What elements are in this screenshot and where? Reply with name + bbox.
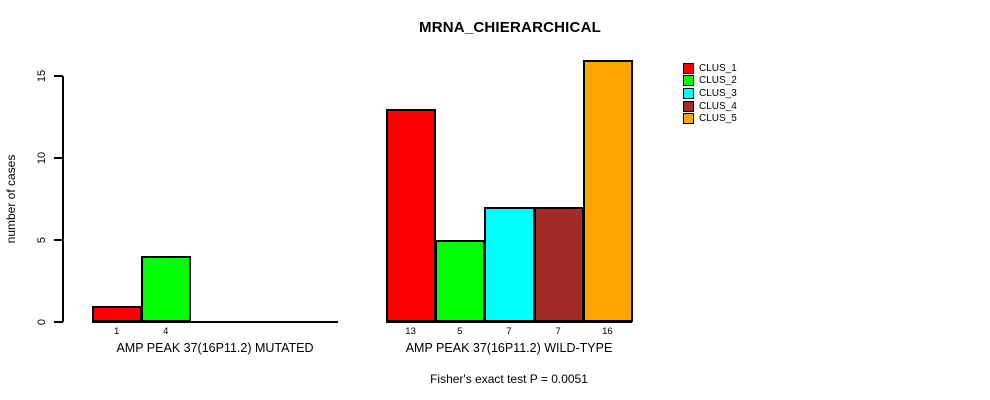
legend-label: CLUS_4 <box>699 100 737 112</box>
bar-value-label: 7 <box>506 326 512 337</box>
y-tick-label: 10 <box>36 151 48 165</box>
bar-clus_1 <box>92 306 143 322</box>
y-tick-mark <box>54 239 63 241</box>
bar-clus_2 <box>141 256 192 322</box>
legend-swatch-clus_3 <box>683 87 694 99</box>
y-axis-title: number of cases <box>4 154 18 244</box>
legend-label: CLUS_3 <box>699 87 737 99</box>
x-axis-baseline <box>386 321 632 323</box>
legend-swatch-clus_5 <box>683 113 694 125</box>
y-tick-label: 0 <box>36 318 48 326</box>
bar-value-label: 13 <box>405 326 416 337</box>
legend-swatch-clus_2 <box>683 75 694 87</box>
legend-item-clus_5: CLUS_5 <box>683 112 737 125</box>
x-axis-baseline <box>92 321 338 323</box>
bar-value-label: 1 <box>113 326 120 337</box>
y-tick-mark <box>54 75 63 77</box>
x-axis-group-label: AMP PEAK 37(16P11.2) WILD-TYPE <box>405 341 613 355</box>
legend-swatch-clus_4 <box>683 100 694 112</box>
bar-clus_3 <box>484 207 535 322</box>
bar-value-label: 4 <box>163 326 169 337</box>
legend: CLUS_1 CLUS_2 CLUS_3 CLUS_4 CLUS_5 <box>683 62 737 125</box>
bar-clus_2 <box>435 240 486 322</box>
legend-swatch-clus_1 <box>683 62 694 74</box>
y-tick-label: 5 <box>36 236 48 244</box>
legend-item-clus_4: CLUS_4 <box>683 100 737 113</box>
bar-clus_4 <box>533 207 584 322</box>
legend-label: CLUS_2 <box>699 75 737 87</box>
bar-value-label: 5 <box>457 326 463 337</box>
bar-value-label: 7 <box>555 326 561 337</box>
y-axis-line <box>62 76 64 322</box>
bar-clus_5 <box>582 60 633 322</box>
bar-value-label: 16 <box>602 326 613 337</box>
chart-title: MRNA_CHIERARCHICAL <box>419 19 601 36</box>
legend-label: CLUS_5 <box>699 113 737 125</box>
legend-item-clus_2: CLUS_2 <box>683 75 737 88</box>
legend-item-clus_1: CLUS_1 <box>683 62 737 75</box>
y-tick-mark <box>54 157 63 159</box>
y-tick-mark <box>54 321 63 323</box>
legend-label: CLUS_1 <box>699 62 737 74</box>
x-axis-group-label: AMP PEAK 37(16P11.2) MUTATED <box>116 341 314 355</box>
y-tick-label: 15 <box>36 69 48 83</box>
legend-item-clus_3: CLUS_3 <box>683 87 737 100</box>
bar-clus_1 <box>386 109 437 322</box>
caption-fishers-test: Fisher's exact test P = 0.0051 <box>430 372 588 386</box>
